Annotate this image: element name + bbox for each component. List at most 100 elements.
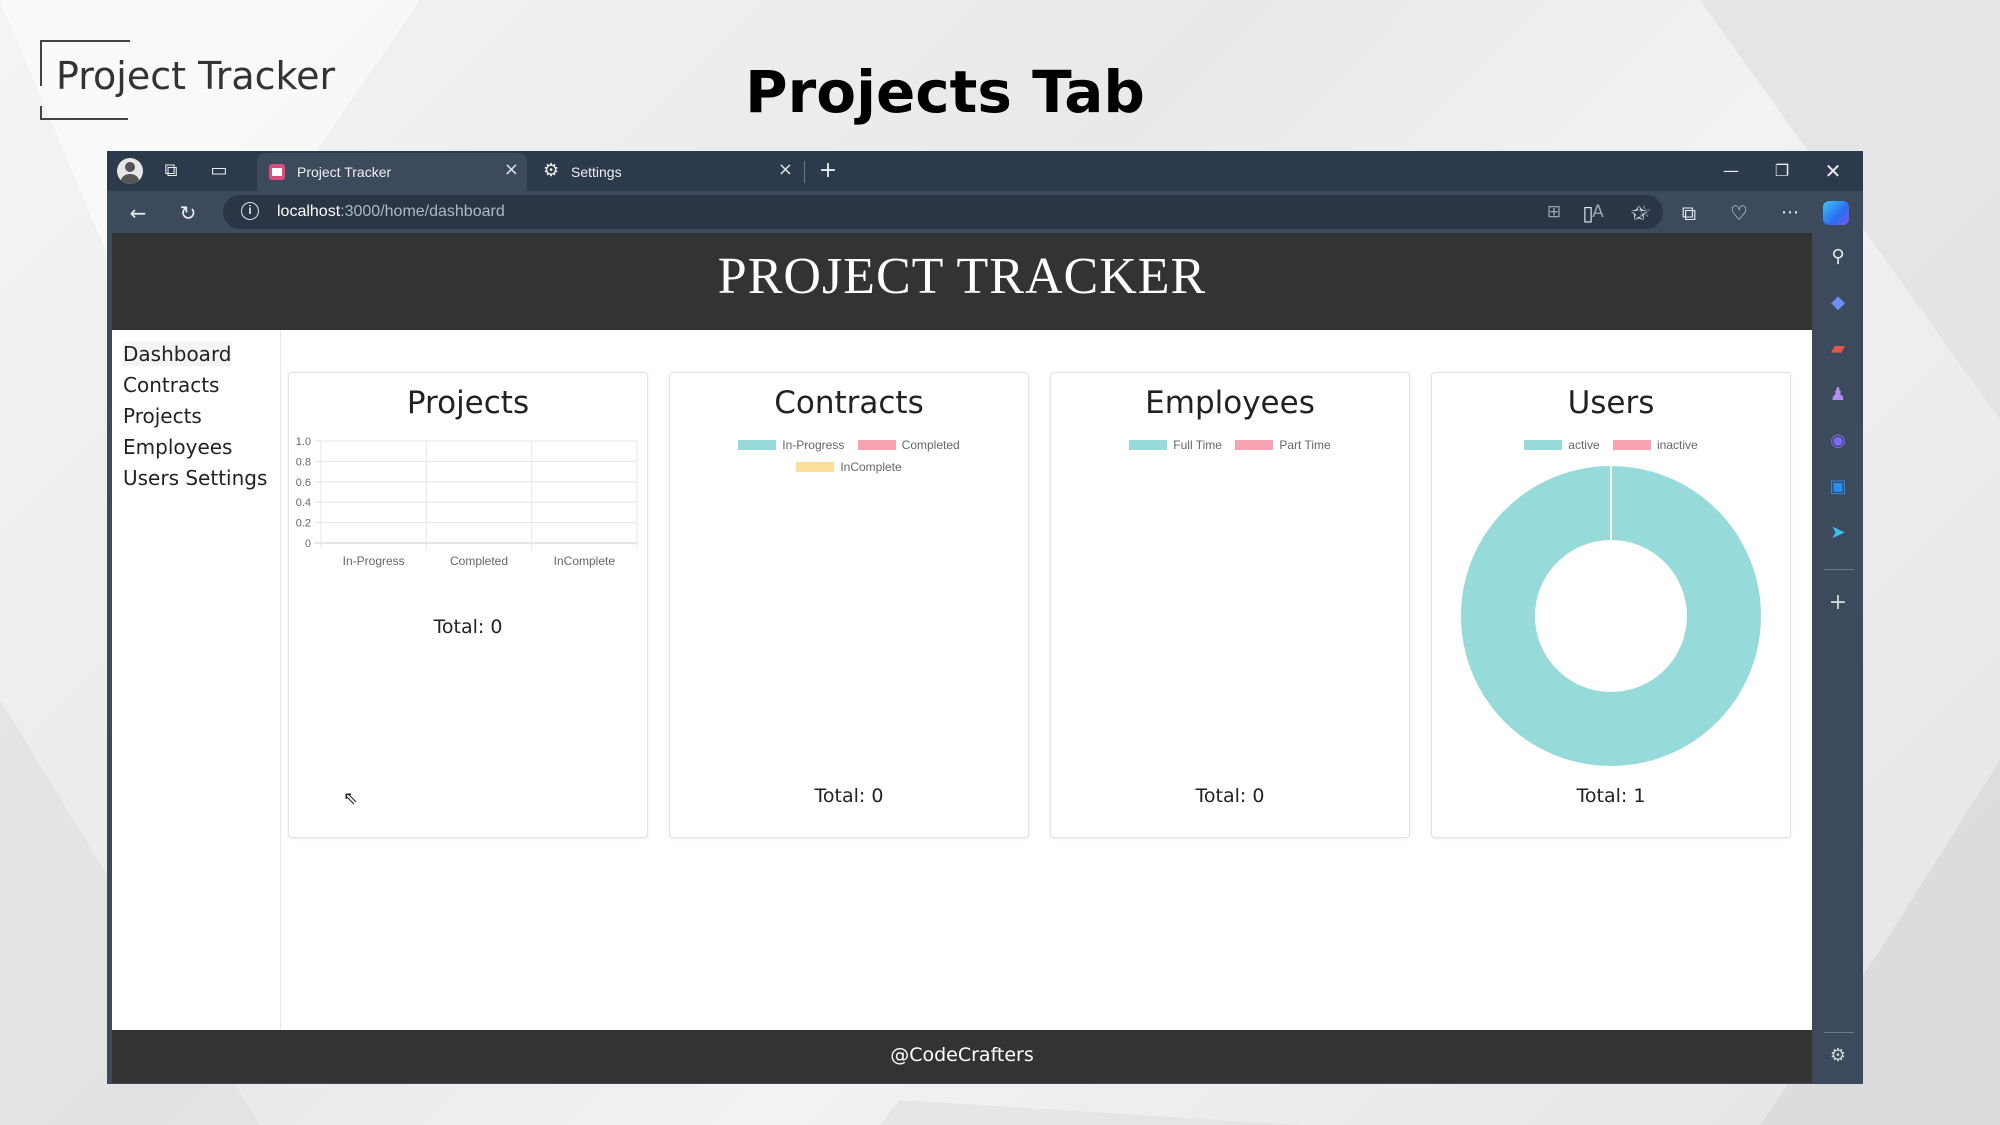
x-tick-label: In-Progress — [343, 554, 405, 568]
tools-icon[interactable]: ▰ — [1831, 338, 1845, 359]
favorite-star-icon[interactable]: ☆ — [1636, 202, 1652, 222]
card-total: Total: 0 — [1195, 785, 1265, 807]
app-sidebar: Dashboard Contracts Projects Employees U… — [112, 330, 281, 1030]
browser-essentials-icon[interactable]: ♡ — [1730, 201, 1748, 225]
chart-legend: In-Progress Completed — [670, 438, 1028, 452]
footer-text: @CodeCrafters — [890, 1044, 1034, 1066]
profile-avatar-icon[interactable] — [117, 158, 143, 184]
nav-item-users-settings[interactable]: Users Settings — [123, 466, 268, 490]
sidebar-separator — [1824, 1032, 1854, 1033]
chart-legend: Full Time Part Time — [1051, 438, 1409, 452]
more-options-icon[interactable]: ⋯ — [1781, 202, 1799, 223]
x-tick-label: Completed — [450, 554, 508, 568]
split-screen-icon[interactable]: ▯ — [1582, 201, 1594, 225]
slide-brand: Project Tracker — [40, 40, 340, 120]
gear-icon: ⚙ — [543, 160, 560, 181]
close-icon[interactable]: × — [503, 159, 519, 180]
app-title: PROJECT TRACKER — [717, 248, 1207, 305]
users-donut-chart — [1461, 466, 1761, 766]
brand-frame — [40, 40, 130, 86]
nav-item-contracts[interactable]: Contracts — [123, 373, 220, 397]
legend-swatch — [857, 440, 896, 450]
workspaces-icon[interactable]: ⧉ — [164, 160, 178, 181]
legend-swatch — [796, 462, 835, 472]
drop-icon[interactable]: ➤ — [1830, 522, 1846, 543]
brand-frame-bottom — [40, 106, 128, 120]
sidebar-settings-icon[interactable]: ⚙ — [1829, 1045, 1847, 1066]
chart-legend: active inactive — [1432, 438, 1790, 452]
brand-text: Project Tracker — [56, 54, 336, 98]
search-icon[interactable]: ⚲ — [1831, 246, 1845, 267]
y-tick-label: 0.8 — [296, 456, 311, 468]
legend-item[interactable]: active — [1524, 438, 1600, 452]
tab-project-tracker[interactable]: Project Tracker × — [257, 153, 527, 191]
url-text[interactable]: localhost:3000/home/dashboard — [277, 203, 505, 220]
contracts-card: Contracts In-Progress Completed InComple… — [669, 372, 1029, 838]
legend-swatch — [1129, 440, 1168, 450]
card-total: Total: 0 — [433, 616, 503, 638]
legend-swatch — [1235, 440, 1274, 450]
legend-swatch — [1524, 440, 1563, 450]
close-icon[interactable]: × — [777, 159, 793, 180]
card-title: Employees — [1145, 385, 1315, 421]
add-icon[interactable]: + — [1828, 590, 1848, 615]
y-tick-label: 0.2 — [296, 518, 311, 530]
y-tick-label: 1.0 — [296, 436, 311, 448]
page-viewport: PROJECT TRACKER Dashboard Contracts Proj… — [112, 233, 1812, 1083]
refresh-icon[interactable]: ↻ — [179, 201, 197, 225]
chart-legend: InComplete — [670, 460, 1028, 474]
card-total: Total: 1 — [1576, 785, 1646, 807]
legend-item[interactable]: Full Time — [1129, 438, 1222, 452]
read-aloud-icon[interactable]: A — [1592, 202, 1604, 222]
card-title: Projects — [406, 385, 530, 421]
legend-item[interactable]: Part Time — [1235, 438, 1331, 452]
tab-divider — [804, 161, 805, 183]
nav-item-projects[interactable]: Projects — [123, 404, 202, 428]
card-total: Total: 0 — [814, 785, 884, 807]
favorites-icon[interactable]: ✩ — [1630, 201, 1648, 225]
users-card: Users active inactive Total: 1 — [1431, 372, 1791, 838]
games-icon[interactable]: ♟ — [1829, 384, 1847, 405]
legend-item[interactable]: In-Progress — [738, 438, 844, 452]
card-title: Users — [1567, 385, 1655, 421]
edge-sidebar: ⚲ ◆ ▰ ♟ ◉ ▣ ➤ + ⚙ — [1814, 233, 1863, 1084]
y-tick-label: 0.4 — [296, 497, 311, 509]
info-icon[interactable]: i — [241, 202, 259, 220]
window-close-icon[interactable]: ✕ — [1824, 159, 1842, 183]
x-tick-label: InComplete — [554, 554, 616, 568]
y-tick-label: 0 — [305, 538, 311, 550]
card-title: Contracts — [774, 385, 924, 421]
y-tick-label: 0.6 — [296, 477, 311, 489]
app-header: PROJECT TRACKER — [112, 233, 1812, 330]
url-bar[interactable]: i localhost:3000/home/dashboard ⊞ A ☆ — [223, 195, 1663, 229]
tab-actions-icon[interactable]: ▭ — [210, 160, 228, 181]
restore-icon[interactable]: ❐ — [1774, 161, 1790, 180]
app-footer: @CodeCrafters — [112, 1030, 1812, 1083]
nav-item-dashboard[interactable]: Dashboard — [123, 342, 232, 366]
new-tab-icon[interactable]: + — [818, 158, 838, 183]
projects-card: Projects 1.0 0.8 0.6 0.4 0.2 0 In-Progress Comp… — [288, 372, 648, 838]
legend-item[interactable]: inactive — [1613, 438, 1698, 452]
tab-label: Project Tracker — [297, 164, 392, 180]
shopping-tag-icon[interactable]: ◆ — [1831, 292, 1845, 313]
legend-item[interactable]: InComplete — [796, 460, 902, 474]
employees-card: Employees Full Time Part Time Total: 0 — [1050, 372, 1410, 838]
address-row: ← ↻ i localhost:3000/home/dashboard ⊞ A … — [107, 191, 1863, 233]
collections-icon[interactable]: ⧉ — [1681, 201, 1697, 225]
tab-bar: ⧉ ▭ Project Tracker × ⚙ Settings × + — ❐… — [107, 151, 1863, 191]
tab-settings[interactable]: ⚙ Settings × — [531, 153, 801, 191]
legend-swatch — [1613, 440, 1651, 450]
sidebar-separator — [1824, 569, 1854, 570]
outlook-icon[interactable]: ▣ — [1829, 476, 1847, 497]
copilot-icon[interactable] — [1823, 201, 1849, 225]
back-icon[interactable]: ← — [129, 201, 147, 225]
nav-item-employees[interactable]: Employees — [123, 435, 233, 459]
projects-bar-chart: 1.0 0.8 0.6 0.4 0.2 0 In-Progress Completed InCo… — [296, 436, 638, 568]
legend-item[interactable]: Completed — [857, 438, 960, 452]
mouse-cursor-icon: ⇖ — [343, 788, 359, 809]
app-available-icon[interactable]: ⊞ — [1546, 202, 1562, 222]
app-favicon-icon — [269, 164, 285, 180]
minimize-icon[interactable]: — — [1723, 161, 1739, 180]
slide-title: Projects Tab — [745, 58, 1145, 126]
microsoft-365-icon[interactable]: ◉ — [1830, 430, 1846, 451]
